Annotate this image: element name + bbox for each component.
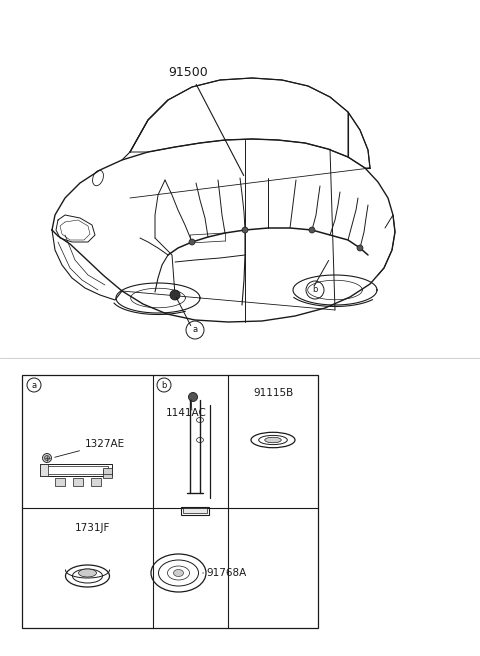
Circle shape xyxy=(242,227,248,233)
Text: 91115B: 91115B xyxy=(253,388,293,398)
Text: a: a xyxy=(192,325,198,335)
Bar xyxy=(103,470,112,478)
Text: a: a xyxy=(31,380,36,390)
Text: 91500: 91500 xyxy=(168,66,208,79)
Bar xyxy=(40,464,112,476)
Text: 1327AE: 1327AE xyxy=(55,439,125,457)
Ellipse shape xyxy=(79,569,96,577)
Bar xyxy=(22,375,318,628)
Bar xyxy=(183,508,207,513)
Bar xyxy=(103,468,112,474)
Bar xyxy=(73,478,83,486)
Bar xyxy=(181,507,209,515)
Bar xyxy=(55,478,65,486)
Circle shape xyxy=(357,245,363,251)
Text: b: b xyxy=(312,285,318,295)
Text: 1141AC: 1141AC xyxy=(166,408,207,418)
Circle shape xyxy=(45,455,49,461)
Circle shape xyxy=(189,239,195,245)
Text: 91768A: 91768A xyxy=(203,568,247,578)
Bar xyxy=(40,464,48,476)
Bar xyxy=(91,478,101,486)
Circle shape xyxy=(43,453,51,462)
Text: b: b xyxy=(161,380,167,390)
Circle shape xyxy=(189,392,197,401)
Bar xyxy=(43,466,108,474)
Ellipse shape xyxy=(173,569,183,577)
Circle shape xyxy=(170,290,180,300)
Ellipse shape xyxy=(265,438,281,443)
Text: 1731JF: 1731JF xyxy=(75,523,110,533)
Circle shape xyxy=(309,227,315,233)
